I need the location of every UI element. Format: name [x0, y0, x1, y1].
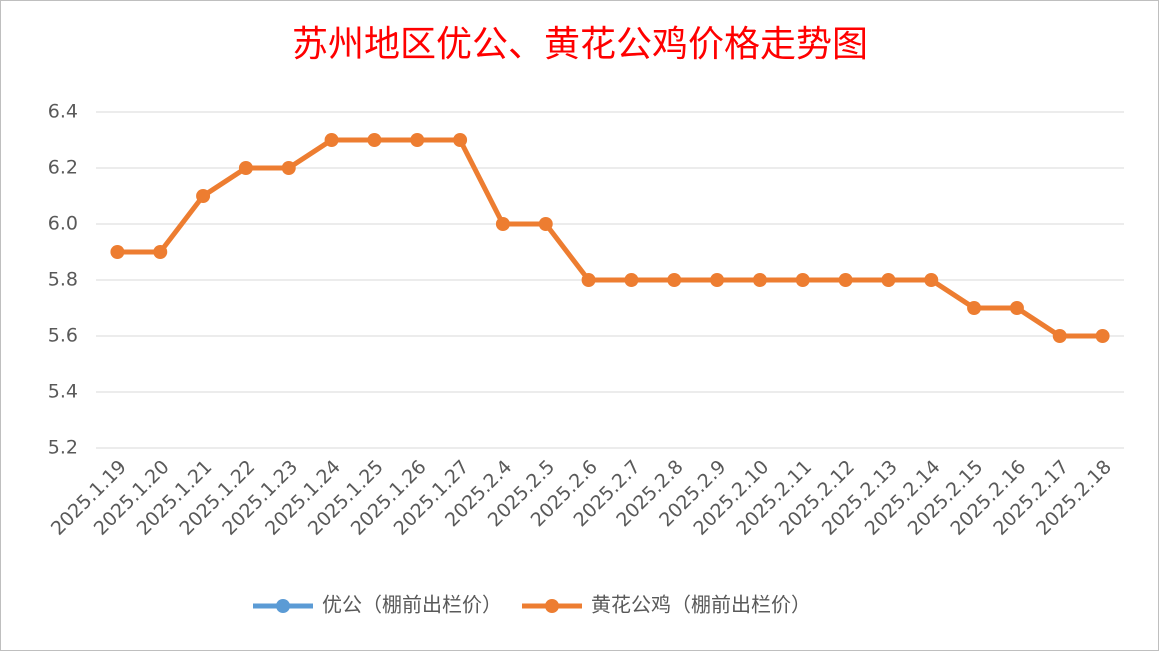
y-tick-label: 6.0: [48, 213, 78, 235]
y-tick-label: 6.2: [48, 157, 78, 179]
series-marker: [752, 273, 767, 287]
series-marker: [624, 273, 639, 287]
series-marker: [1095, 329, 1110, 343]
series-marker: [667, 273, 682, 287]
series-marker: [967, 301, 982, 315]
series-marker: [153, 245, 168, 259]
y-tick-label: 6.4: [48, 101, 78, 123]
series-marker: [581, 273, 596, 287]
y-tick-label: 5.8: [48, 269, 78, 291]
series-marker: [453, 133, 468, 147]
series-marker: [196, 189, 211, 203]
series-marker: [881, 273, 896, 287]
y-tick-label: 5.6: [48, 325, 78, 347]
series-marker: [838, 273, 853, 287]
y-tick-label: 5.2: [48, 437, 78, 459]
series-marker: [795, 273, 810, 287]
series-marker: [1052, 329, 1067, 343]
legend-label: 优公（棚前出栏价）: [322, 593, 502, 617]
series-marker: [495, 217, 510, 231]
series-line: [117, 137, 1103, 339]
series-marker: [410, 133, 425, 147]
y-tick-label: 5.4: [48, 381, 78, 403]
series-marker: [538, 217, 553, 231]
series-marker: [238, 161, 253, 175]
series-marker: [324, 133, 339, 147]
series-marker: [110, 245, 125, 259]
series-marker: [281, 161, 296, 175]
series-marker: [710, 273, 725, 287]
chart-title: 苏州地区优公、黄花公鸡价格走势图: [292, 24, 868, 65]
legend-marker: [545, 599, 559, 613]
series-marker: [1009, 301, 1024, 315]
legend-marker: [276, 599, 290, 613]
series-marker: [924, 273, 939, 287]
legend-label: 黄花公鸡（棚前出栏价）: [591, 593, 811, 617]
series-marker: [367, 133, 382, 147]
